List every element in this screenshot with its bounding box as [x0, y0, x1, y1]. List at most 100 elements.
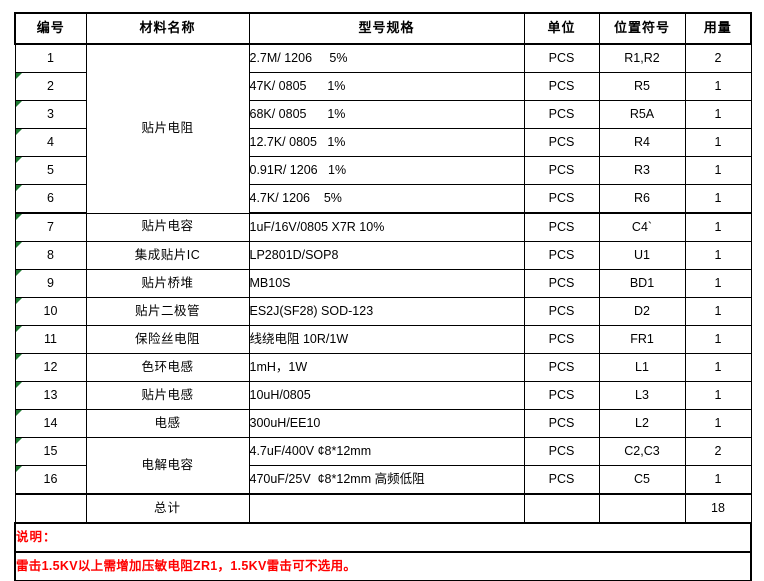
notes-text: 雷击1.5KV以上需增加压敏电阻ZR1，1.5KV雷击可不选用。: [14, 551, 752, 581]
cell-no-text: 11: [44, 331, 57, 346]
cell-qty: 1: [684, 241, 752, 270]
table-row: 2 47K/ 0805 1% PCS R5 1: [14, 72, 752, 101]
cell-qty: 1: [684, 212, 752, 242]
cell-no: 2: [14, 72, 87, 101]
cell-no-text: 6: [47, 190, 54, 205]
error-flag-icon: [16, 270, 22, 276]
cell-material-name: 集成贴片IC: [85, 241, 250, 270]
notes-label: 说明：: [14, 522, 752, 553]
cell-desig: R6: [598, 184, 686, 214]
cell-no: 13: [14, 381, 87, 410]
cell-unit: PCS: [523, 72, 600, 101]
cell-no-text: 10: [43, 303, 58, 318]
cell-qty: 2: [684, 43, 752, 73]
cell-no-text: 9: [47, 275, 54, 290]
error-flag-icon: [16, 242, 22, 248]
cell-spec: 1mH，1W: [248, 353, 525, 382]
sheet-bottom-rule: [14, 551, 750, 552]
table-row: 3 68K/ 0805 1% PCS R5A 1: [14, 100, 752, 129]
cell-qty: 1: [684, 72, 752, 101]
error-flag-icon: [16, 438, 22, 444]
cell-no-text: 4: [47, 134, 54, 149]
cell-spec: 1uF/16V/0805 X7R 10%: [248, 212, 525, 242]
cell-no-text: 13: [43, 387, 58, 402]
cell-desig: R3: [598, 156, 686, 185]
cell-unit: PCS: [523, 465, 600, 495]
error-flag-icon: [16, 73, 22, 79]
cell-material-name: 贴片电容: [85, 212, 250, 242]
cell-qty: 1: [684, 297, 752, 326]
cell-spec: 4.7K/ 1206 5%: [248, 184, 525, 214]
cell-no: 11: [14, 325, 87, 354]
table-row: 5 0.91R/ 1206 1% PCS R3 1: [14, 156, 752, 185]
column-header-unit: 单位: [523, 12, 600, 45]
cell-no: 15: [14, 437, 87, 466]
error-flag-icon: [16, 157, 22, 163]
cell-no-text: 2: [47, 78, 54, 93]
cell-desig: R4: [598, 128, 686, 157]
table-row: 13 贴片电感 10uH/0805 PCS L3 1: [14, 381, 752, 410]
table-row: 9 贴片桥堆 MB10S PCS BD1 1: [14, 269, 752, 298]
cell-no-text: 3: [47, 106, 54, 121]
cell-qty: 1: [684, 184, 752, 214]
table-row: 10 贴片二极管 ES2J(SF28) SOD-123 PCS D2 1: [14, 297, 752, 326]
error-flag-icon: [16, 185, 22, 191]
cell-spec: 线绕电阻 10R/1W: [248, 325, 525, 354]
cell-desig: U1: [598, 241, 686, 270]
cell-no: 8: [14, 241, 87, 270]
cell-no-text: 14: [43, 415, 58, 430]
cell-qty: 1: [684, 128, 752, 157]
cell-spec: 0.91R/ 1206 1%: [248, 156, 525, 185]
cell-unit: PCS: [523, 353, 600, 382]
cell-no-text: 16: [43, 471, 58, 486]
total-label: 总计: [85, 493, 250, 524]
cell-no-text: 12: [43, 359, 58, 374]
cell-no: 1: [14, 43, 87, 73]
cell-desig: C4`: [598, 212, 686, 242]
cell-qty: 1: [684, 156, 752, 185]
column-header-name: 材料名称: [85, 12, 250, 45]
cell-qty: 2: [684, 437, 752, 466]
table-row: 14 电感 300uH/EE10 PCS L2 1: [14, 409, 752, 438]
cell-no: 3: [14, 100, 87, 129]
cell-no-text: 8: [47, 247, 54, 262]
notes-label-row: 说明：: [14, 522, 752, 553]
cell-material-name: 电感: [85, 409, 250, 438]
cell-desig: R5A: [598, 100, 686, 129]
cell-material-name: 贴片桥堆: [85, 269, 250, 298]
table-header: 编号 材料名称 型号规格 单位 位置符号 用量: [14, 12, 752, 45]
cell-unit: PCS: [523, 43, 600, 73]
cell-no: 5: [14, 156, 87, 185]
cell-unit: PCS: [523, 100, 600, 129]
cell-spec: 470uF/25V ¢8*12mm 高频低阻: [248, 465, 525, 495]
cell-unit: PCS: [523, 297, 600, 326]
cell-unit: PCS: [523, 212, 600, 242]
cell-qty: 1: [684, 409, 752, 438]
total-row: 总计 18: [14, 493, 752, 524]
cell-no: 12: [14, 353, 87, 382]
cell-total-qty: 18: [684, 493, 752, 524]
cell-no: 10: [14, 297, 87, 326]
error-flag-icon: [16, 214, 22, 220]
cell-spec: 2.7M/ 1206 5%: [248, 43, 525, 73]
cell-no: 9: [14, 269, 87, 298]
table-row: 11 保险丝电阻 线绕电阻 10R/1W PCS FR1 1: [14, 325, 752, 354]
cell-qty: 1: [684, 325, 752, 354]
cell-unit: PCS: [523, 128, 600, 157]
cell-desig: C5: [598, 465, 686, 495]
bom-table: 编号 材料名称 型号规格 单位 位置符号 用量 1 贴片电阻 2.7M/ 1206 …: [14, 12, 752, 581]
cell-material-name: 贴片电感: [85, 381, 250, 410]
cell-unit: PCS: [523, 184, 600, 214]
table-row: 7 贴片电容 1uF/16V/0805 X7R 10% PCS C4` 1: [14, 212, 752, 242]
notes-text-row: 雷击1.5KV以上需增加压敏电阻ZR1，1.5KV雷击可不选用。: [14, 551, 752, 581]
table-row: 12 色环电感 1mH，1W PCS L1 1: [14, 353, 752, 382]
table-row: 1 贴片电阻 2.7M/ 1206 5% PCS R1,R2 2: [14, 43, 752, 214]
cell-spec: 68K/ 0805 1%: [248, 100, 525, 129]
cell-no: 14: [14, 409, 87, 438]
cell-spec: 10uH/0805: [248, 381, 525, 410]
column-header-no: 编号: [14, 12, 87, 45]
cell-no: 4: [14, 128, 87, 157]
cell-unit: PCS: [523, 437, 600, 466]
column-header-qty: 用量: [684, 12, 752, 45]
cell-spec: 12.7K/ 0805 1%: [248, 128, 525, 157]
